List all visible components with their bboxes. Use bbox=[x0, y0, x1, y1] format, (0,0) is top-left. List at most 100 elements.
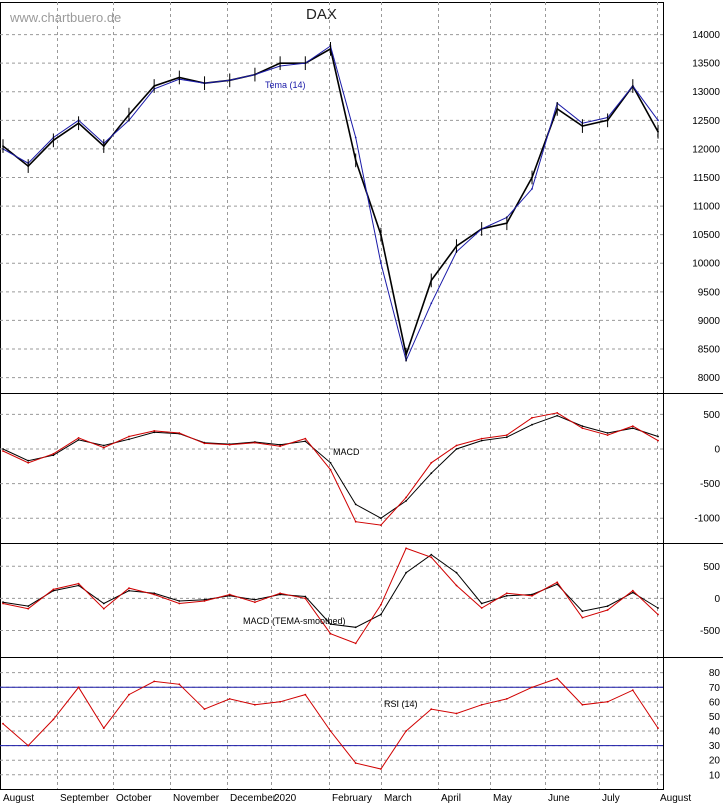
data-point bbox=[405, 730, 407, 732]
data-point bbox=[657, 119, 659, 122]
data-point bbox=[581, 616, 584, 619]
data-point bbox=[405, 500, 407, 502]
macd-series-line bbox=[2, 415, 659, 519]
data-point bbox=[329, 632, 332, 635]
data-point bbox=[354, 626, 357, 629]
data-point bbox=[279, 443, 281, 446]
data-point bbox=[606, 700, 609, 703]
x-tick-label: November bbox=[173, 793, 220, 803]
data-point bbox=[203, 598, 206, 601]
data-point bbox=[77, 437, 80, 439]
data-point bbox=[657, 439, 659, 442]
data-point bbox=[329, 730, 332, 732]
data-point bbox=[631, 425, 634, 427]
y-tick-label: 0 bbox=[714, 444, 720, 455]
x-tick-label: March bbox=[384, 793, 412, 803]
data-point bbox=[531, 423, 533, 426]
data-point bbox=[505, 594, 508, 597]
series-label: RSI (14) bbox=[384, 699, 418, 709]
x-tick-label: October bbox=[116, 793, 152, 803]
data-point bbox=[2, 448, 4, 450]
y-tick-label: 20 bbox=[709, 756, 721, 767]
data-point bbox=[430, 553, 433, 556]
data-point bbox=[254, 598, 256, 601]
data-point bbox=[2, 722, 4, 725]
data-point bbox=[505, 698, 508, 700]
y-tick-label: 40 bbox=[709, 727, 721, 738]
data-point bbox=[203, 600, 206, 602]
data-point bbox=[556, 677, 559, 680]
data-point bbox=[77, 582, 80, 585]
watermark: www.chartbuero.de bbox=[10, 10, 122, 25]
data-point bbox=[380, 603, 382, 606]
data-point bbox=[2, 450, 4, 452]
plot-frame bbox=[0, 2, 664, 790]
series-label: MACD (TEMA-smoothed) bbox=[243, 616, 346, 626]
data-point bbox=[455, 571, 458, 574]
data-point bbox=[405, 496, 407, 499]
data-point bbox=[505, 434, 508, 436]
data-point bbox=[606, 609, 609, 611]
data-point bbox=[128, 587, 130, 589]
data-point bbox=[430, 472, 433, 475]
data-point bbox=[153, 430, 156, 432]
y-tick-label: 8500 bbox=[698, 344, 721, 355]
y-tick-label: 10500 bbox=[692, 230, 720, 241]
data-point bbox=[2, 601, 4, 604]
data-point bbox=[279, 700, 281, 703]
y-tick-label: 8000 bbox=[698, 373, 721, 384]
x-tick-label: December bbox=[230, 793, 277, 803]
data-point bbox=[354, 520, 357, 523]
data-point bbox=[657, 613, 659, 616]
data-point bbox=[581, 610, 584, 613]
y-tick-label: 500 bbox=[703, 410, 720, 421]
data-point bbox=[27, 607, 30, 610]
data-point bbox=[203, 708, 206, 710]
data-point bbox=[455, 584, 458, 587]
data-point bbox=[581, 427, 584, 430]
data-point bbox=[329, 468, 332, 471]
x-tick-label: July bbox=[602, 793, 620, 803]
data-point bbox=[657, 607, 659, 609]
data-point bbox=[102, 444, 105, 447]
data-point bbox=[606, 434, 609, 436]
y-tick-label: -1000 bbox=[694, 514, 720, 525]
data-point bbox=[380, 517, 382, 520]
y-tick-label: 9000 bbox=[698, 316, 721, 327]
data-point bbox=[52, 718, 55, 721]
data-point bbox=[52, 588, 55, 591]
data-point bbox=[354, 762, 357, 764]
data-point bbox=[430, 302, 433, 305]
data-point bbox=[128, 693, 130, 696]
data-point bbox=[531, 188, 533, 190]
price-series-line bbox=[2, 47, 659, 358]
y-tick-label: 11000 bbox=[693, 202, 721, 213]
x-tick-label: August bbox=[3, 793, 34, 803]
y-tick-label: 500 bbox=[703, 562, 720, 573]
y-tick-label: 9500 bbox=[698, 287, 721, 298]
data-point bbox=[228, 594, 231, 597]
data-point bbox=[606, 605, 609, 607]
data-point bbox=[52, 454, 55, 457]
x-tick-label: August bbox=[660, 793, 691, 803]
data-point bbox=[178, 602, 181, 605]
y-tick-label: 12500 bbox=[692, 116, 720, 127]
data-point bbox=[178, 600, 181, 602]
data-point bbox=[128, 438, 130, 441]
data-point bbox=[27, 605, 30, 607]
x-tick-label: 2020 bbox=[274, 793, 297, 803]
data-point bbox=[556, 414, 559, 417]
data-point bbox=[329, 461, 332, 464]
data-point bbox=[631, 591, 634, 594]
data-point bbox=[657, 435, 659, 438]
data-point bbox=[556, 583, 559, 586]
data-point bbox=[77, 686, 80, 689]
y-tick-label: 14000 bbox=[692, 30, 720, 41]
tema-series-line bbox=[2, 45, 659, 362]
y-tick-label: 10000 bbox=[692, 259, 720, 270]
data-point bbox=[102, 446, 105, 449]
data-point bbox=[279, 445, 281, 448]
y-tick-label: -500 bbox=[700, 479, 720, 490]
data-point bbox=[153, 680, 156, 683]
series-label: Tema (14) bbox=[265, 80, 306, 90]
